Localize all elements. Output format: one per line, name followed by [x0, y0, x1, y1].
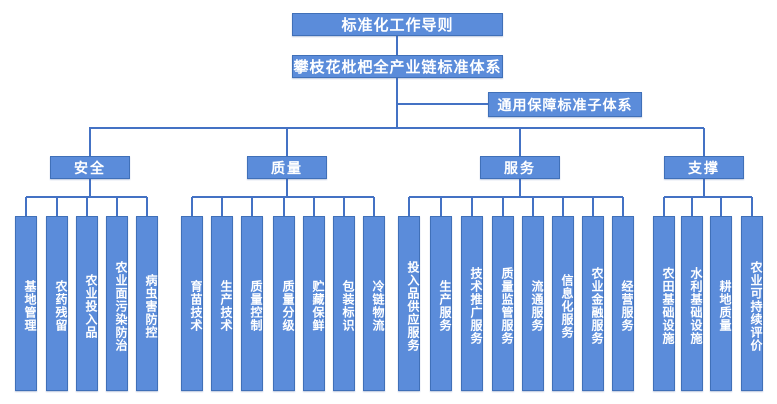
category-node-service: 服务: [480, 156, 560, 179]
root-node: 标准化工作导则: [292, 13, 503, 36]
leaf-node: 基地管理: [15, 216, 37, 391]
leaf-node: 技术推广服务: [461, 216, 483, 391]
leaf-node: 育苗技术: [181, 216, 203, 391]
leaf-node: 质量监管服务: [492, 216, 514, 391]
leaf-node: 生产技术: [211, 216, 233, 391]
leaf-node: 包装标识: [333, 216, 355, 391]
leaf-node: 经营服务: [612, 216, 634, 391]
leaf-node: 农药残留: [46, 216, 68, 391]
leaf-node: 农田基础设施: [653, 216, 675, 391]
leaf-node: 农业面污染防治: [106, 216, 128, 391]
leaf-node: 质量分级: [273, 216, 295, 391]
system-node: 攀枝花枇杷全产业链标准体系: [292, 55, 503, 78]
category-node-safety: 安全: [50, 156, 130, 179]
leaf-node: 耕地质量: [710, 216, 732, 391]
leaf-node: 质量控制: [241, 216, 263, 391]
leaf-node: 生产服务: [430, 216, 452, 391]
leaf-node: 投入品供应服务: [398, 216, 420, 391]
leaf-node: 农业投入品: [76, 216, 98, 391]
leaf-node: 农业金融服务: [582, 216, 604, 391]
leaf-node: 冷链物流: [363, 216, 385, 391]
leaf-node: 农业可持续评价: [741, 216, 763, 391]
leaf-node: 水利基础设施: [681, 216, 703, 391]
leaf-node: 流通服务: [522, 216, 544, 391]
category-node-support: 支撑: [664, 156, 744, 179]
leaf-node: 信息化服务: [552, 216, 574, 391]
leaf-node: 病虫害防控: [136, 216, 158, 391]
leaf-node: 贮藏保鲜: [303, 216, 325, 391]
category-node-quality: 质量: [247, 156, 327, 179]
subsystem-node: 通用保障标准子体系: [488, 92, 642, 117]
